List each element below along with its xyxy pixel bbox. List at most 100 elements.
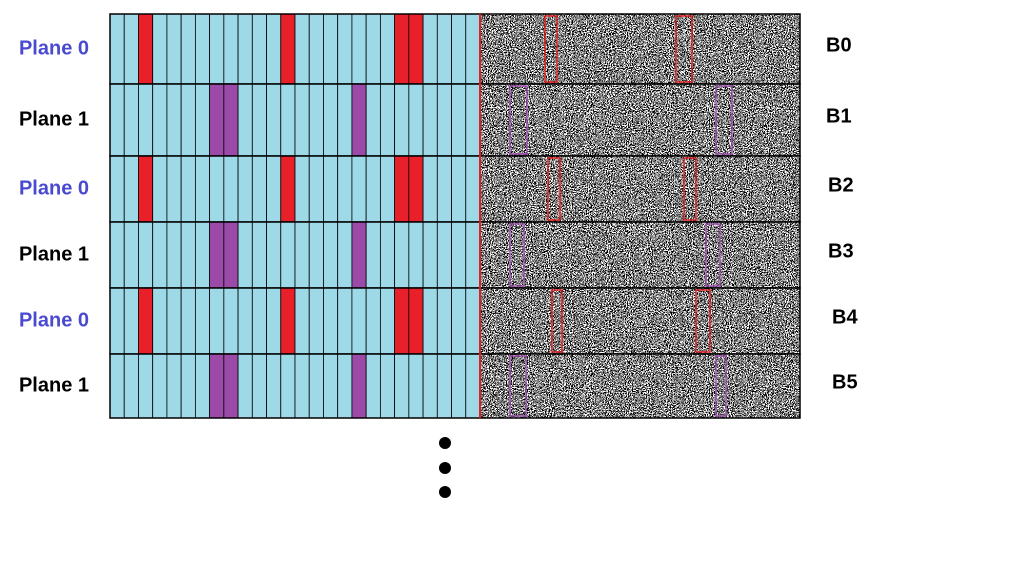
page-cell [180,13,196,85]
page-cell [436,13,452,85]
page-cell [266,221,282,289]
page-cell [465,83,481,157]
page-cell [152,221,168,289]
ellipsis-dot [439,486,451,498]
page-cell [465,13,481,85]
page-cell [237,13,253,85]
page-cell [351,155,367,223]
page-cell [123,353,139,419]
page-cell [365,221,381,289]
page-cell [422,287,438,355]
page-cell [152,155,168,223]
page-cell [251,13,267,85]
page-cell [294,287,310,355]
page-cell [394,155,410,223]
page-cell [408,353,424,419]
page-cell [138,287,154,355]
page-cell [351,221,367,289]
page-cell [294,221,310,289]
page-cell [138,353,154,419]
page-cell [308,155,324,223]
ellipsis-dot [439,462,451,474]
page-cell [337,287,353,355]
page-cell [266,287,282,355]
page-outline [675,15,693,83]
page-cell [237,353,253,419]
page-cell [365,13,381,85]
page-cell [194,13,211,85]
page-cell [237,221,253,289]
page-cell [194,221,211,289]
page-cell [209,13,225,85]
page-cell [436,287,452,355]
page-cell [209,353,225,419]
plane-label: Plane 0 [19,37,89,59]
page-cell [166,353,182,419]
noise-area [480,354,800,418]
page-cell [251,353,267,419]
page-cell [152,353,168,419]
page-cell [166,83,182,157]
page-cell [394,83,410,157]
page-cell [251,287,267,355]
page-cell [266,13,282,85]
page-cell [280,353,296,419]
page-cell [109,155,125,223]
page-cell [308,13,324,85]
page-cell [280,13,296,85]
page-cell [223,221,239,289]
page-outline [509,355,527,417]
page-cell [351,83,367,157]
page-cell [280,83,296,157]
page-cell [394,353,410,419]
page-outline [715,355,727,417]
page-cell [180,155,196,223]
page-cell [166,221,182,289]
page-cell [109,221,125,289]
page-cell [365,155,381,223]
page-cell [237,287,253,355]
page-cell [138,155,154,223]
block-rows: Plane 0 B0 Plane 1 B1 Plane 0 B2 Plane 1 B3 Plan… [19,13,858,419]
plane-label: Plane 1 [19,243,89,265]
page-cell [351,353,367,419]
page-cell [280,221,296,289]
page-cell [436,221,452,289]
page-cell [465,353,481,419]
page-cell [138,13,154,85]
page-cell [223,353,239,419]
page-cell [422,83,438,157]
page-cell [365,83,381,157]
page-cell [436,353,452,419]
page-cell [308,353,324,419]
page-cell [138,221,154,289]
page-cell [379,13,396,85]
page-cell [465,155,481,223]
page-cell [223,155,239,223]
page-cell [294,83,310,157]
page-cell [194,155,211,223]
page-cell [180,353,196,419]
page-cell [408,155,424,223]
page-cell [394,221,410,289]
page-outline [509,223,525,287]
page-cell [451,221,467,289]
page-cell [223,287,239,355]
page-cell [294,353,310,419]
page-cell [436,83,452,157]
page-cell [408,83,424,157]
page-cell [337,353,353,419]
row-border [109,353,801,419]
page-cell [379,353,396,419]
page-cell [408,287,424,355]
page-cell [365,287,381,355]
page-outline [544,15,558,83]
page-cell [323,221,339,289]
page-cell [323,287,339,355]
page-outline [547,157,561,221]
page-cell [451,155,467,223]
page-outline [683,157,697,221]
page-cell [209,221,225,289]
page-cell [109,353,125,419]
